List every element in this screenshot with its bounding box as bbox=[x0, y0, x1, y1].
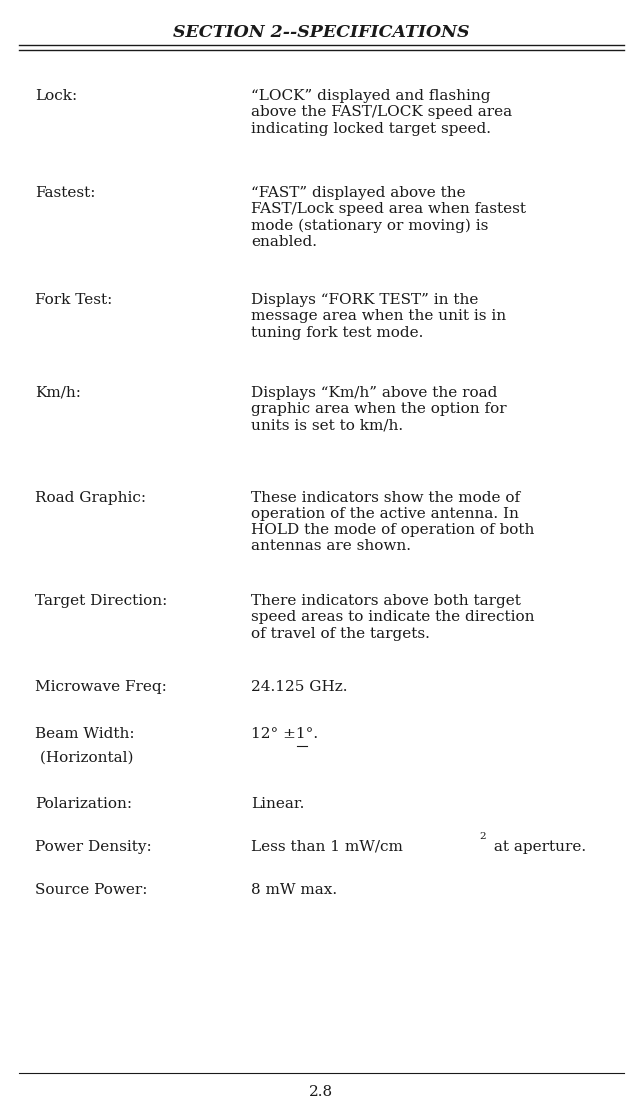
Text: (Horizontal): (Horizontal) bbox=[35, 750, 134, 765]
Text: 24.125 GHz.: 24.125 GHz. bbox=[251, 680, 347, 695]
Text: “LOCK” displayed and flashing
above the FAST/LOCK speed area
indicating locked t: “LOCK” displayed and flashing above the … bbox=[251, 89, 512, 136]
Text: SECTION 2--SPECIFICATIONS: SECTION 2--SPECIFICATIONS bbox=[173, 23, 470, 41]
Text: Road Graphic:: Road Graphic: bbox=[35, 491, 147, 505]
Text: Km/h:: Km/h: bbox=[35, 386, 82, 400]
Text: There indicators above both target
speed areas to indicate the direction
of trav: There indicators above both target speed… bbox=[251, 594, 534, 641]
Text: Lock:: Lock: bbox=[35, 89, 78, 104]
Text: at aperture.: at aperture. bbox=[489, 840, 586, 854]
Text: 12° ±1°.: 12° ±1°. bbox=[251, 727, 318, 741]
Text: Displays “Km/h” above the road
graphic area when the option for
units is set to : Displays “Km/h” above the road graphic a… bbox=[251, 386, 507, 433]
Text: Less than 1 mW/cm: Less than 1 mW/cm bbox=[251, 840, 403, 854]
Text: 2: 2 bbox=[480, 832, 486, 841]
Text: Fork Test:: Fork Test: bbox=[35, 293, 113, 308]
Text: Power Density:: Power Density: bbox=[35, 840, 152, 854]
Text: 8 mW max.: 8 mW max. bbox=[251, 883, 337, 898]
Text: Source Power:: Source Power: bbox=[35, 883, 148, 898]
Text: Polarization:: Polarization: bbox=[35, 797, 132, 812]
Text: Beam Width:: Beam Width: bbox=[35, 727, 135, 741]
Text: 2.8: 2.8 bbox=[309, 1085, 334, 1098]
Text: Linear.: Linear. bbox=[251, 797, 304, 812]
Text: Target Direction:: Target Direction: bbox=[35, 594, 168, 609]
Text: Fastest:: Fastest: bbox=[35, 186, 96, 201]
Text: “FAST” displayed above the
FAST/Lock speed area when fastest
mode (stationary or: “FAST” displayed above the FAST/Lock spe… bbox=[251, 186, 526, 250]
Text: Microwave Freq:: Microwave Freq: bbox=[35, 680, 167, 695]
Text: Displays “FORK TEST” in the
message area when the unit is in
tuning fork test mo: Displays “FORK TEST” in the message area… bbox=[251, 293, 506, 340]
Text: These indicators show the mode of
operation of the active antenna. In
HOLD the m: These indicators show the mode of operat… bbox=[251, 491, 534, 553]
